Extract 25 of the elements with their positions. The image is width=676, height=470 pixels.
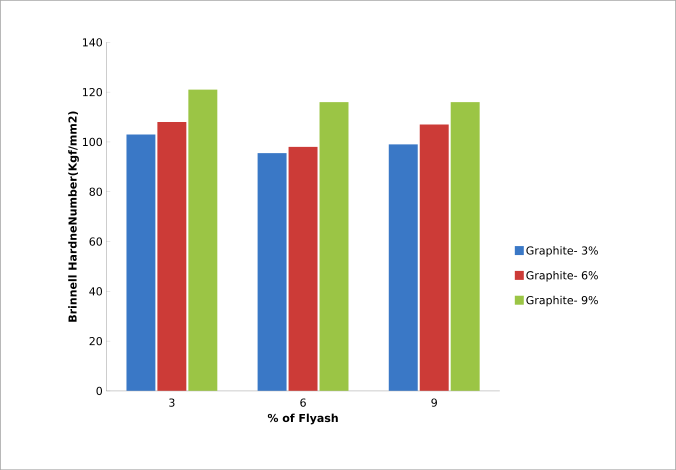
bar (157, 122, 186, 391)
bar (420, 124, 449, 391)
legend-label: Graphite- 6% (526, 270, 598, 282)
bar (450, 102, 480, 391)
y-tick-label: 140 (82, 38, 102, 46)
y-tick-label: 20 (90, 336, 102, 346)
y-tick-label: 80 (90, 187, 102, 196)
bar (258, 153, 287, 391)
x-axis-title: % of Flyash (268, 414, 338, 424)
bar (288, 146, 318, 391)
y-tick-label: 60 (90, 237, 102, 246)
bar (388, 144, 418, 391)
x-tick-label: 6 (300, 398, 306, 407)
y-tick-label: 100 (82, 138, 102, 146)
x-tick-label: 3 (169, 398, 174, 407)
y-tick-label: 120 (82, 88, 102, 96)
y-tick-label: 0 (96, 386, 102, 395)
y-tick-label: 40 (89, 287, 102, 296)
x-tick-label: 9 (431, 398, 437, 407)
legend-label: Graphite- 3% (526, 246, 598, 257)
bar (188, 90, 218, 391)
legend-label: Graphite- 9% (526, 296, 598, 306)
bar (320, 102, 348, 391)
bar (126, 134, 156, 391)
y-axis-title: Brinnell HardneNumber(Kgf/mm2) (68, 111, 79, 322)
